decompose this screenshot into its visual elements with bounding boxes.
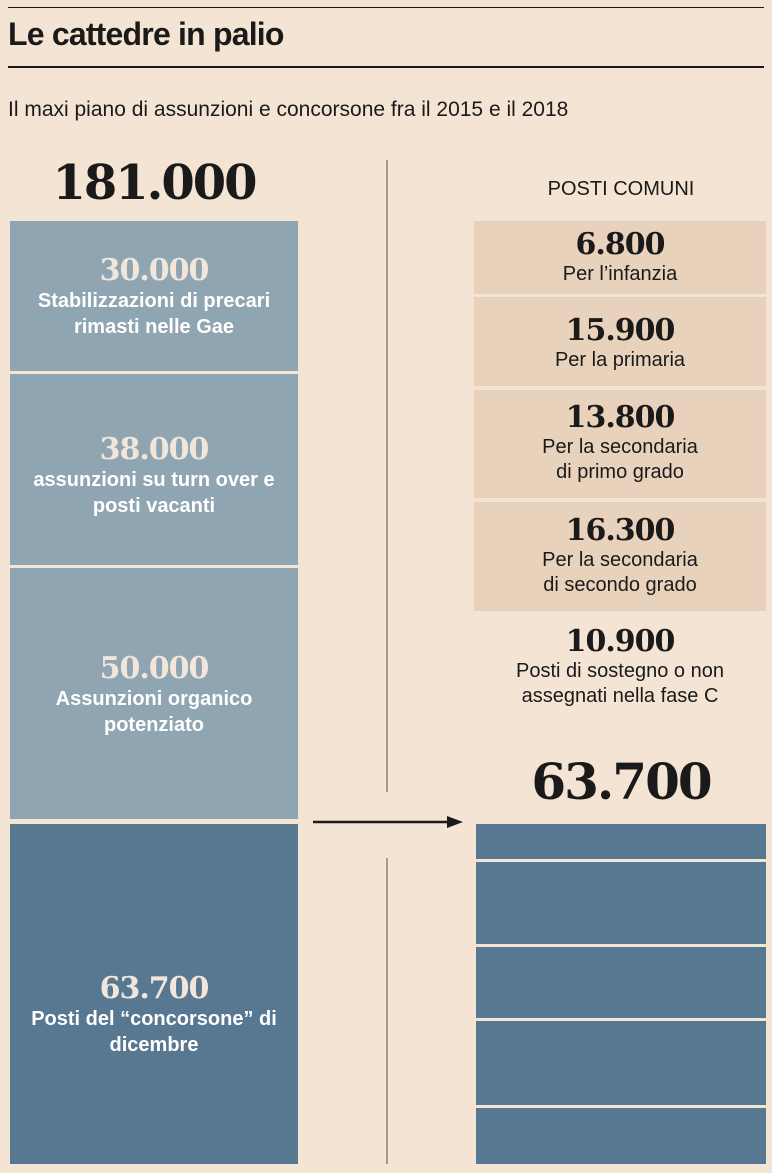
divider-lower [386, 858, 388, 1164]
right-bar-sostegno [476, 1107, 766, 1164]
chart-subtitle: Il maxi piano di assunzioni e concorsone… [8, 98, 569, 121]
divider-upper [386, 160, 388, 792]
right-block-sostegno-value: 10.900 [565, 624, 676, 659]
right-block-sostegno: 10.900 Posti di sostegno o non assegnati… [474, 624, 766, 709]
right-block-secondaria-secondo: 16.300 Per la secondaria di secondo grad… [474, 502, 766, 611]
left-bar-turnover-value: 38.000 [99, 432, 210, 467]
total-right-label: 63.700 [531, 752, 712, 811]
left-bar-concorsone: 63.700 Posti del “concorsone” di dicembr… [10, 824, 298, 1164]
right-bar-secondaria-secondo [476, 1020, 766, 1105]
left-bar-organico-label: Assunzioni organico potenziato [55, 688, 253, 736]
left-bar-gae: 30.000 Stabilizzazioni di precari rimast… [10, 221, 298, 371]
left-bar-gae-label: Stabilizzazioni di precari rimasti nelle… [37, 290, 271, 338]
right-bar-secondaria-primo [476, 946, 766, 1018]
posti-comuni-heading: POSTI COMUNI [547, 178, 695, 200]
top-rule [8, 7, 764, 8]
left-bar-concorsone-label: Posti del “concorsone” di dicembre [31, 1008, 277, 1056]
right-block-secondaria-primo: 13.800 Per la secondaria di primo grado [474, 390, 766, 498]
left-bar-concorsone-value: 63.700 [99, 971, 210, 1006]
chart-title: Le cattedre in palio [8, 16, 284, 52]
right-block-secondaria-primo-label: Per la secondaria di primo grado [542, 436, 698, 483]
right-block-primaria-label: Per la primaria [554, 349, 686, 371]
title-rule [8, 66, 764, 68]
right-block-secondaria-primo-value: 13.800 [565, 400, 676, 435]
right-block-primaria-value: 15.900 [565, 313, 676, 348]
left-bar-gae-value: 30.000 [99, 253, 210, 288]
total-left-label: 181.000 [52, 155, 257, 211]
right-block-infanzia: 6.800 Per l’infanzia [474, 221, 766, 294]
left-bar-organico: 50.000 Assunzioni organico potenziato [10, 568, 298, 819]
right-bar-infanzia [476, 824, 766, 859]
right-block-infanzia-value: 6.800 [575, 227, 666, 262]
right-block-primaria: 15.900 Per la primaria [474, 297, 766, 386]
left-bar-turnover: 38.000 assunzioni su turn over e posti v… [10, 374, 298, 565]
right-block-infanzia-label: Per l’infanzia [562, 263, 678, 285]
left-bar-turnover-label: assunzioni su turn over e posti vacanti [33, 469, 275, 517]
right-block-sostegno-label: Posti di sostegno o non assegnati nella … [516, 660, 724, 707]
right-block-secondaria-secondo-label: Per la secondaria di secondo grado [542, 549, 698, 596]
right-block-secondaria-secondo-value: 16.300 [565, 513, 676, 548]
left-bar-organico-value: 50.000 [99, 651, 210, 686]
arrow-icon [313, 816, 463, 828]
right-bar-primaria [476, 862, 766, 944]
